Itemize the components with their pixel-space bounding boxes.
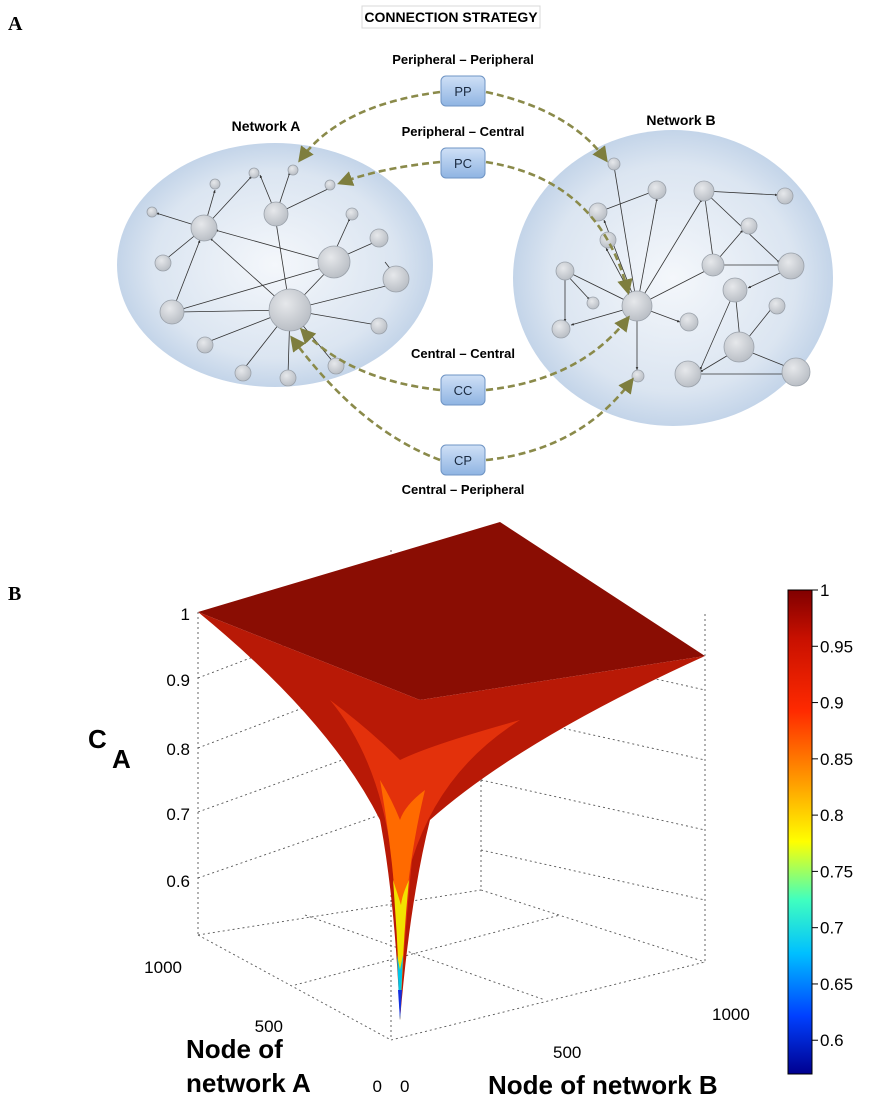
network-a-nodes [146, 164, 410, 387]
x-tick-500: 500 [553, 1043, 581, 1062]
surface [198, 522, 705, 1020]
strategy-cc-label: Central – Central [411, 346, 515, 361]
colorbar: 1 0.95 0.9 0.85 0.8 0.75 0.7 0.65 0.6 [787, 581, 853, 1075]
surface-funnel-inner [393, 880, 409, 1020]
z-ticks: 1 0.9 0.8 0.7 0.6 [166, 605, 190, 891]
cc-arrow-to-b [485, 315, 630, 392]
x-tick-0: 0 [400, 1077, 409, 1096]
surface-slope [198, 612, 705, 1020]
cc-arrow-to-a [299, 327, 441, 392]
strategy-cp-code: CP [454, 453, 472, 468]
strategy-pc-label: Peripheral – Central [402, 124, 525, 139]
z-tick-0-8: 0.8 [166, 740, 190, 759]
strategy-pp-code: PP [454, 84, 471, 99]
network-a-bubble [117, 143, 433, 387]
colorbar-tick-label: 0.95 [820, 637, 853, 656]
network-b-label: Network B [646, 112, 715, 128]
strategy-cp-box [440, 444, 486, 476]
colorbar-gradient [787, 589, 813, 1075]
strategy-pc: Peripheral – Central PC [402, 124, 525, 179]
pc-arrow-to-b [485, 160, 633, 296]
colorbar-ticks: 1 0.95 0.9 0.85 0.8 0.75 0.7 0.65 0.6 [812, 581, 853, 1050]
colorbar-tick-label: 0.85 [820, 750, 853, 769]
colorbar-tick-label: 0.8 [820, 806, 844, 825]
strategy-cc-code: CC [454, 383, 473, 398]
pp-arrow-to-a [298, 90, 441, 163]
network-b-nodes [551, 157, 811, 388]
panel-b: B [8, 522, 853, 1100]
y-tick-500: 500 [255, 1017, 283, 1036]
panel-a-letter: A [8, 13, 23, 35]
colorbar-tick-label: 0.7 [820, 919, 844, 938]
z-axis-label: C [88, 724, 107, 754]
strategy-cp: CP Central – Peripheral [402, 444, 525, 497]
strategy-cc-box [440, 374, 486, 406]
strategy-pp: Peripheral – Peripheral PP [392, 52, 534, 107]
surface-plateau [198, 522, 705, 700]
title-frame [361, 5, 541, 29]
network-a-label: Network A [232, 118, 301, 134]
y-axis-label-line2: network A [186, 1068, 311, 1098]
y-tick-0: 0 [373, 1077, 382, 1096]
z-tick-0-7: 0.7 [166, 805, 190, 824]
pp-arrow-to-b [485, 90, 608, 163]
pc-arrow-to-a [337, 160, 441, 186]
colorbar-tick-label: 0.6 [820, 1031, 844, 1050]
colorbar-tick-label: 1 [820, 581, 829, 600]
strategy-pc-box [440, 147, 486, 179]
diagram-title: CONNECTION STRATEGY [364, 9, 538, 25]
colorbar-tick-label: 0.75 [820, 862, 853, 881]
y-tick-1000: 1000 [144, 958, 182, 977]
panel-b-letter: B [8, 583, 21, 605]
strategy-cp-label: Central – Peripheral [402, 482, 525, 497]
colorbar-tick-label: 0.9 [820, 694, 844, 713]
z-axis-label-sub: A [112, 744, 131, 774]
surface-funnel-outer [330, 700, 520, 1020]
strategy-arrows [290, 90, 634, 462]
x-tick-1000: 1000 [712, 1005, 750, 1024]
z-tick-0-6: 0.6 [166, 872, 190, 891]
surface-funnel-bottom [398, 990, 402, 1020]
x-axis-label: Node of network B [488, 1070, 718, 1100]
strategy-pc-code: PC [454, 156, 472, 171]
cp-arrow-to-a [290, 335, 441, 462]
strategy-pp-label: Peripheral – Peripheral [392, 52, 534, 67]
z-tick-0-9: 0.9 [166, 671, 190, 690]
z-tick-1: 1 [181, 605, 190, 624]
colorbar-tick-label: 0.65 [820, 975, 853, 994]
y-axis-label-line1: Node of [186, 1034, 283, 1064]
strategy-cc: Central – Central CC [411, 346, 515, 406]
strategy-pp-box [440, 75, 486, 107]
surface-funnel-tip [397, 955, 403, 1020]
panel-a: A CONNECTION STRATEGY Network A Network … [8, 5, 833, 497]
